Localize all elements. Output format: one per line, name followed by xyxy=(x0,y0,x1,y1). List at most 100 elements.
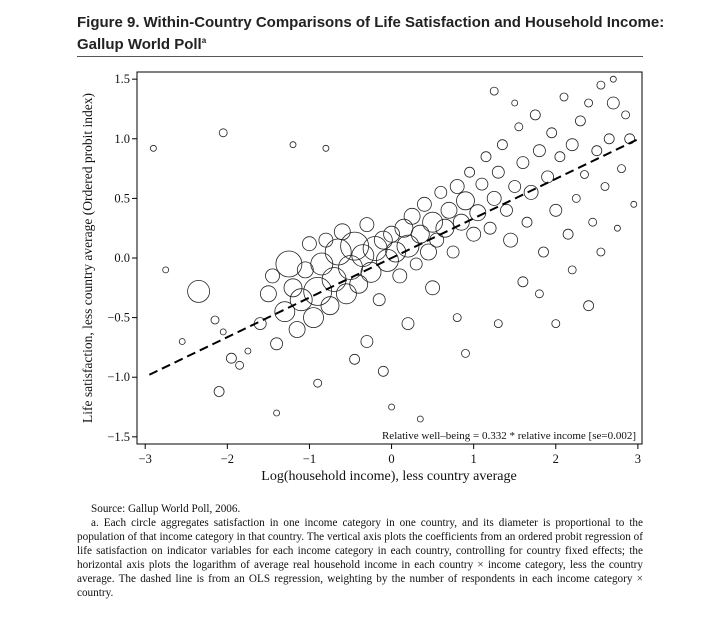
x-tick-label: 1 xyxy=(471,452,477,466)
y-tick-label: −1.5 xyxy=(107,430,130,444)
regression-line xyxy=(148,138,639,376)
title-rule xyxy=(77,56,643,57)
data-point xyxy=(394,218,414,238)
data-point xyxy=(335,283,357,305)
data-point xyxy=(275,250,303,278)
data-point xyxy=(600,182,610,191)
data-point xyxy=(486,190,502,206)
data-point xyxy=(614,224,621,232)
data-point xyxy=(565,138,579,152)
data-point xyxy=(541,170,554,184)
data-point xyxy=(554,151,566,163)
data-point xyxy=(591,145,603,157)
data-point xyxy=(274,301,296,323)
y-tick-label: −1.0 xyxy=(107,370,130,384)
y-tick-label: 0.5 xyxy=(114,191,130,205)
data-point xyxy=(562,228,574,240)
data-point xyxy=(218,128,228,138)
data-point xyxy=(396,234,420,258)
data-point xyxy=(273,409,281,417)
data-point xyxy=(538,246,549,258)
data-point xyxy=(523,184,539,200)
data-point xyxy=(464,166,476,178)
data-point xyxy=(420,243,437,261)
data-point xyxy=(296,261,314,279)
data-point xyxy=(225,352,237,364)
data-point xyxy=(580,170,589,179)
source-note: Source: Gallup World Poll, 2006. xyxy=(91,503,241,515)
data-point xyxy=(429,232,445,248)
data-point xyxy=(583,300,594,312)
data-point xyxy=(219,328,227,336)
data-point xyxy=(511,99,519,107)
data-point xyxy=(303,307,324,329)
data-point xyxy=(456,191,475,211)
data-point xyxy=(235,360,245,370)
data-point xyxy=(533,144,546,158)
data-point xyxy=(621,110,630,120)
data-point xyxy=(489,86,499,96)
x-axis: −3 −2 −1 0 1 2 3 xyxy=(139,444,641,466)
y-tick-label: 1.5 xyxy=(114,72,130,86)
data-point xyxy=(265,268,280,284)
figure-title: Figure 9. Within-Country Comparisons of L… xyxy=(77,14,677,54)
data-point xyxy=(270,337,284,351)
data-point xyxy=(567,265,577,275)
x-tick-label: 2 xyxy=(553,452,559,466)
y-axis-label: Life satisfaction, less country average … xyxy=(80,93,95,423)
data-point xyxy=(359,217,375,233)
data-point xyxy=(483,221,497,235)
data-point xyxy=(283,278,303,298)
data-point xyxy=(446,245,460,259)
figure-number: Figure 9. xyxy=(77,14,140,31)
data-point xyxy=(349,353,361,365)
data-point xyxy=(617,164,626,174)
footnote-a: a. Each circle aggregates satisfaction i… xyxy=(77,517,643,599)
data-point xyxy=(500,203,513,217)
data-point xyxy=(210,315,220,325)
data-point xyxy=(551,319,561,329)
data-point xyxy=(360,261,382,283)
data-point xyxy=(440,201,458,219)
data-point xyxy=(259,285,277,303)
data-point xyxy=(301,236,317,252)
data-point xyxy=(162,266,170,274)
data-point xyxy=(461,348,470,358)
data-point xyxy=(493,319,503,329)
data-point xyxy=(496,139,508,151)
x-tick-label: −2 xyxy=(221,452,234,466)
data-point xyxy=(288,321,306,338)
data-point xyxy=(388,403,396,411)
data-point xyxy=(149,144,157,152)
data-point xyxy=(289,141,297,149)
data-point xyxy=(517,276,529,288)
data-point xyxy=(435,218,455,238)
x-tick-label: 0 xyxy=(388,452,394,466)
scatter-chart: −3 −2 −1 0 1 2 3 −1.5 −1.0 −0.5 0.0 0.5 1.0 1.5 Log(… xyxy=(80,71,643,484)
data-point xyxy=(480,151,492,163)
regression-annotation: Relative well–being = 0.332 * relative i… xyxy=(382,430,636,442)
data-point xyxy=(416,196,432,212)
data-point xyxy=(213,386,225,397)
data-point xyxy=(630,200,638,208)
data-point xyxy=(409,257,423,271)
data-point xyxy=(434,185,448,199)
data-point xyxy=(422,211,444,233)
data-point xyxy=(559,92,569,102)
figure-title-line1: Within-Country Comparisons of Life Satis… xyxy=(143,14,665,31)
data-point xyxy=(469,204,487,222)
data-point xyxy=(333,223,351,241)
data-point xyxy=(289,288,313,312)
data-point xyxy=(310,252,334,276)
data-point xyxy=(535,289,544,299)
data-point xyxy=(475,177,489,191)
data-point xyxy=(449,179,465,194)
data-point xyxy=(606,96,620,110)
figure-title-footnote-mark: a xyxy=(201,36,207,45)
x-tick-label: −3 xyxy=(139,452,152,466)
data-point xyxy=(508,180,522,193)
x-axis-label: Log(household income), less country aver… xyxy=(261,469,516,484)
data-point xyxy=(375,248,399,272)
data-point xyxy=(514,122,524,132)
x-tick-label: −1 xyxy=(303,452,316,466)
